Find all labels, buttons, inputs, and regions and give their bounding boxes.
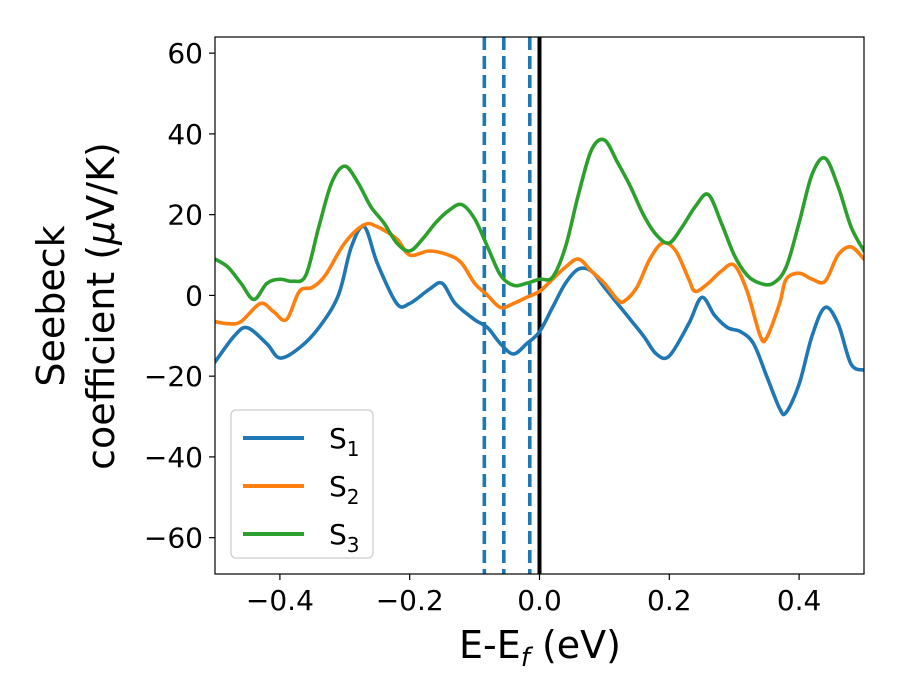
legend-label-s1: S1 [329, 422, 360, 461]
series-line-s2 [215, 221, 864, 344]
legend-label-s2: S2 [329, 470, 360, 509]
y-tick-label: 40 [167, 118, 203, 151]
legend-label-s3: S3 [329, 518, 360, 557]
y-axis-label-line2: coefficient (μV/K) [79, 142, 123, 470]
legend: S1 S2 S3 [230, 409, 374, 559]
vertical-lines [482, 37, 542, 574]
y-tick-label: −20 [144, 360, 203, 393]
y-tick-label: −60 [144, 522, 203, 555]
x-tick-label: 0.0 [517, 584, 562, 617]
y-axis-label-line1: Seebeck [29, 225, 73, 386]
x-axis-label: E-Ef (eV) [459, 623, 621, 673]
x-tick-label: 0.2 [647, 584, 692, 617]
series-line-s1 [215, 224, 864, 417]
x-tick-label: −0.2 [376, 584, 444, 617]
x-axis-ticks: −0.4 −0.2 0.0 0.2 0.4 [246, 574, 821, 617]
x-tick-label: 0.4 [777, 584, 822, 617]
series-lines [215, 137, 864, 417]
y-tick-label: 20 [167, 199, 203, 232]
y-axis-ticks: 60 40 20 0 −20 −40 −60 [144, 37, 215, 555]
series-line-s3 [215, 137, 864, 302]
y-tick-label: 0 [185, 279, 203, 312]
x-tick-label: −0.4 [246, 584, 314, 617]
y-tick-label: −40 [144, 441, 203, 474]
y-tick-label: 60 [167, 37, 203, 70]
